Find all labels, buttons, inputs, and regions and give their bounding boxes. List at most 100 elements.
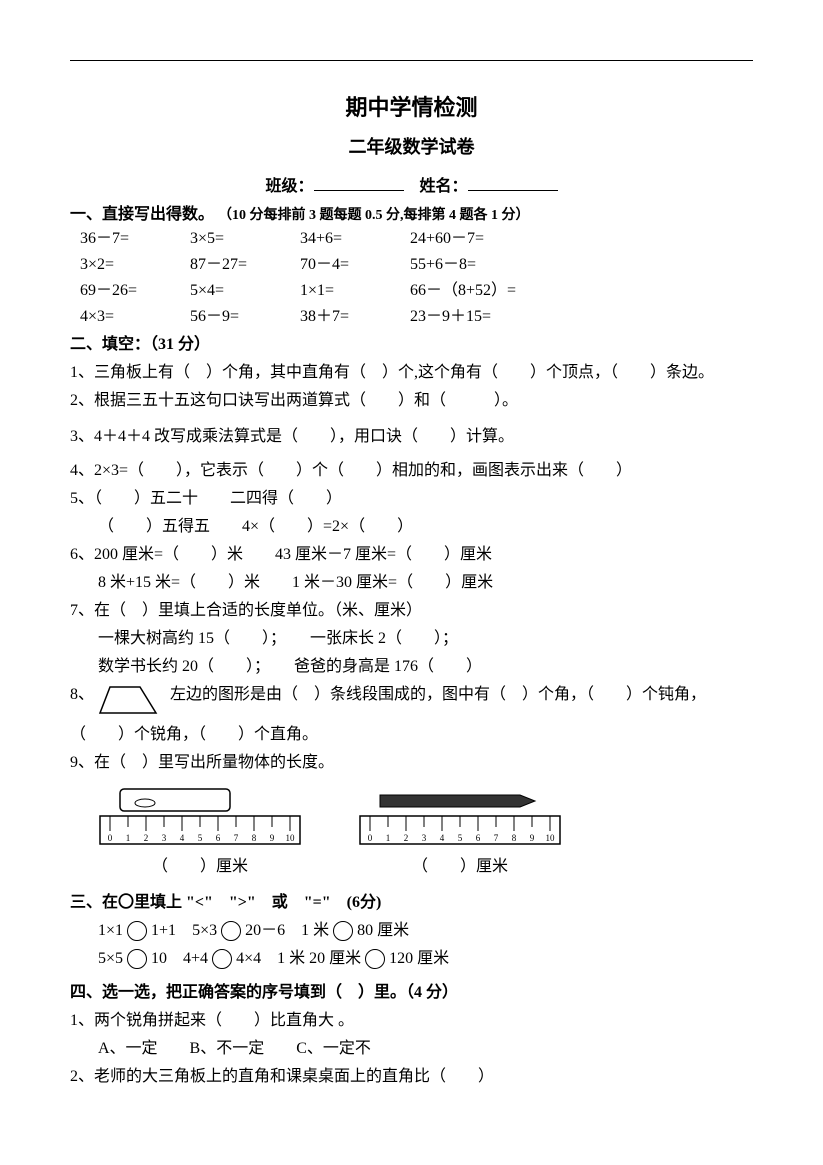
q2-5b: （ ）五得五 4×（ ）=2×（ ） xyxy=(98,515,753,539)
svg-text:5: 5 xyxy=(198,833,203,843)
calc-cell: 56－9= xyxy=(190,305,300,329)
ruler-row: 0 1 2 3 4 5 6 7 8 9 10 （ ）厘米 0 1 2 3 4 5 6 7 8 xyxy=(90,781,753,879)
section3-title: 三、在〇里填上 "<" ">" 或 "=" (6分) xyxy=(70,891,753,915)
circle-blank[interactable] xyxy=(127,921,147,941)
svg-text:4: 4 xyxy=(180,833,185,843)
top-rule xyxy=(70,60,753,61)
q4-2: 2、老师的大三角板上的直角和课桌桌面上的直角比（ ） xyxy=(70,1065,753,1089)
calc-cell: 3×5= xyxy=(190,227,300,251)
calc-cell: 36－7= xyxy=(80,227,190,251)
svg-text:7: 7 xyxy=(494,833,499,843)
circle-blank[interactable] xyxy=(365,949,385,969)
ruler-block-2: 0 1 2 3 4 5 6 7 8 9 10 （ ）厘米 xyxy=(350,781,570,879)
ruler2-label: （ ）厘米 xyxy=(350,855,570,879)
q2-8-num: 8、 xyxy=(70,686,94,703)
q2-9: 9、在（ ）里写出所量物体的长度。 xyxy=(70,751,753,775)
calc-cell: 70－4= xyxy=(300,253,410,277)
cmp-e: 1 米 20 厘米 xyxy=(277,950,361,967)
svg-text:8: 8 xyxy=(512,833,517,843)
section2-title: 二、填空：（31 分） xyxy=(70,333,753,357)
name-label: 姓名： xyxy=(420,178,468,195)
svg-text:9: 9 xyxy=(270,833,275,843)
cmp-b: 1+1 xyxy=(151,922,176,939)
calc-cell: 23－9＋15= xyxy=(410,305,753,329)
svg-text:9: 9 xyxy=(530,833,535,843)
svg-text:7: 7 xyxy=(234,833,239,843)
calc-cell: 1×1= xyxy=(300,279,410,303)
q2-4: 4、2×3=（ ），它表示（ ）个（ ）相加的和，画图表示出来（ ） xyxy=(70,459,753,483)
cmp-a: 1×1 xyxy=(98,922,123,939)
svg-text:6: 6 xyxy=(476,833,481,843)
cmp-a: 5×5 xyxy=(98,950,123,967)
compare-row-2: 5×5 10 4+4 4×4 1 米 20 厘米 120 厘米 xyxy=(98,947,753,971)
name-blank[interactable] xyxy=(468,176,558,191)
q2-8-text: 左边的图形是由（ ）条线段围成的，图中有（ ）个角，（ ）个钝角，（ ）个锐角，… xyxy=(70,686,706,743)
calc-cell: 4×3= xyxy=(80,305,190,329)
section4-title: 四、选一选，把正确答案的序号填到（ ）里。（4 分） xyxy=(70,981,753,1005)
cmp-b: 10 xyxy=(151,950,167,967)
svg-text:6: 6 xyxy=(216,833,221,843)
q2-7c: 数学书长约 20（ ）； 爸爸的身高是 176（ ） xyxy=(98,655,753,679)
svg-text:5: 5 xyxy=(458,833,463,843)
svg-text:3: 3 xyxy=(162,833,167,843)
calc-cell: 66－（8+52）= xyxy=(410,279,753,303)
q2-7b: 一棵大树高约 15（ ）； 一张床长 2（ ）； xyxy=(98,627,753,651)
exam-title: 期中学情检测 xyxy=(70,91,753,124)
calc-cell: 55+6－8= xyxy=(410,253,753,277)
section1-title-text: 一、直接写出得数。 xyxy=(70,206,214,223)
cmp-e: 1 米 xyxy=(301,922,329,939)
trapezoid-icon xyxy=(98,683,158,723)
svg-text:4: 4 xyxy=(440,833,445,843)
svg-text:2: 2 xyxy=(404,833,409,843)
class-label: 班级： xyxy=(265,178,313,195)
q2-6b: 8 米+15 米=（ ）米 1 米－30 厘米=（ ）厘米 xyxy=(98,571,753,595)
svg-text:0: 0 xyxy=(108,833,113,843)
q2-6a: 6、200 厘米=（ ）米 43 厘米－7 厘米=（ ）厘米 xyxy=(70,543,753,567)
section1-title: 一、直接写出得数。 （10 分每排前 3 题每题 0.5 分,每排第 4 题各 … xyxy=(70,203,753,227)
calc-cell: 69－26= xyxy=(80,279,190,303)
q2-7a: 7、在（ ）里填上合适的长度单位。（米、厘米） xyxy=(70,599,753,623)
calc-cell: 5×4= xyxy=(190,279,300,303)
svg-text:3: 3 xyxy=(422,833,427,843)
cmp-d: 20－6 xyxy=(245,922,285,939)
ruler-block-1: 0 1 2 3 4 5 6 7 8 9 10 （ ）厘米 xyxy=(90,781,310,879)
svg-text:0: 0 xyxy=(368,833,373,843)
section3-title-b: "<" ">" 或 "=" (6分) xyxy=(186,894,381,911)
q2-2: 2、根据三五十五这句口诀写出两道算式（ ）和（ ）。 xyxy=(70,389,753,413)
calc-grid: 36－7= 3×5= 34+6= 24+60－7= 3×2= 87－27= 70… xyxy=(80,227,753,329)
svg-text:1: 1 xyxy=(386,833,391,843)
q2-5a: 5、（ ）五二十 二四得（ ） xyxy=(70,487,753,511)
svg-text:1: 1 xyxy=(126,833,131,843)
class-blank[interactable] xyxy=(314,176,404,191)
svg-text:8: 8 xyxy=(252,833,257,843)
q4-1-opts: A、一定 B、不一定 C、一定不 xyxy=(98,1037,753,1061)
calc-cell: 87－27= xyxy=(190,253,300,277)
circle-blank[interactable] xyxy=(221,921,241,941)
circle-blank[interactable] xyxy=(212,949,232,969)
student-info: 班级： 姓名： xyxy=(70,175,753,199)
section3-title-a: 三、在〇里填上 xyxy=(70,894,182,911)
q2-3: 3、4＋4＋4 改写成乘法算式是（ ），用口诀（ ）计算。 xyxy=(70,425,753,449)
q2-1: 1、三角板上有（ ）个角，其中直角有（ ）个,这个角有（ ）个顶点，（ ）条边。 xyxy=(70,361,753,385)
cmp-f: 80 厘米 xyxy=(357,922,409,939)
calc-cell: 34+6= xyxy=(300,227,410,251)
cmp-d: 4×4 xyxy=(236,950,261,967)
compare-row-1: 1×1 1+1 5×3 20－6 1 米 80 厘米 xyxy=(98,919,753,943)
q2-8: 8、 左边的图形是由（ ）条线段围成的，图中有（ ）个角，（ ）个钝角，（ ）个… xyxy=(70,683,753,747)
cmp-c: 5×3 xyxy=(192,922,217,939)
exam-subtitle: 二年级数学试卷 xyxy=(70,134,753,161)
q4-1: 1、两个锐角拼起来（ ）比直角大 。 xyxy=(70,1009,753,1033)
section1-note: （10 分每排前 3 题每题 0.5 分,每排第 4 题各 1 分） xyxy=(218,208,530,223)
circle-blank[interactable] xyxy=(333,921,353,941)
ruler1-label: （ ）厘米 xyxy=(90,855,310,879)
calc-cell: 38＋7= xyxy=(300,305,410,329)
circle-blank[interactable] xyxy=(127,949,147,969)
cmp-f: 120 厘米 xyxy=(389,950,449,967)
ruler2-icon: 0 1 2 3 4 5 6 7 8 9 10 xyxy=(350,781,570,851)
svg-text:10: 10 xyxy=(546,833,556,843)
calc-cell: 24+60－7= xyxy=(410,227,753,251)
svg-text:2: 2 xyxy=(144,833,149,843)
ruler1-icon: 0 1 2 3 4 5 6 7 8 9 10 xyxy=(90,781,310,851)
cmp-c: 4+4 xyxy=(183,950,208,967)
svg-text:10: 10 xyxy=(286,833,296,843)
